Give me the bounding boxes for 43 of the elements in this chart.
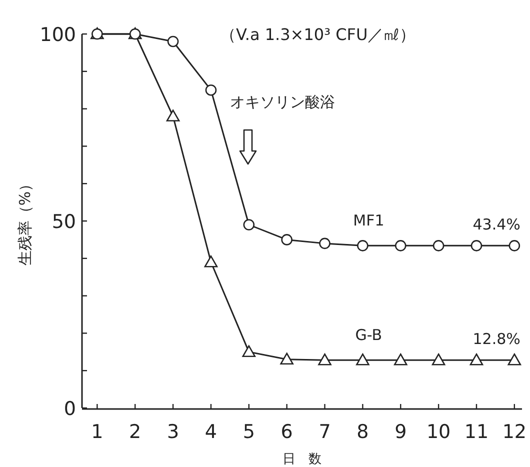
point xyxy=(470,240,482,252)
x-tick-label: 9 xyxy=(394,421,407,443)
point xyxy=(166,110,180,122)
x-tick-label: 6 xyxy=(280,421,293,443)
point xyxy=(508,353,522,366)
point xyxy=(281,234,292,246)
point xyxy=(167,36,179,48)
point xyxy=(394,240,406,252)
point xyxy=(243,219,255,230)
point xyxy=(319,238,330,250)
point xyxy=(508,240,520,252)
point xyxy=(432,353,446,366)
x-tick-label: 1 xyxy=(91,421,104,443)
x-tick-label: 8 xyxy=(356,421,369,443)
x-tick-label: 12 xyxy=(502,421,527,443)
series-label: G-B xyxy=(355,326,382,344)
x-axis-title: 日 数 xyxy=(282,452,322,467)
point xyxy=(470,353,484,366)
x-tick-label: 7 xyxy=(318,421,331,443)
chart-subtitle: （V.a 1.3×10³ CFU／㎖） xyxy=(220,25,416,44)
x-tick-label: 5 xyxy=(242,421,255,443)
data-label: 12.8% xyxy=(472,330,520,348)
x-tick-label: 2 xyxy=(129,421,142,443)
y-tick-label: 0 xyxy=(64,398,76,420)
point xyxy=(356,353,370,366)
point xyxy=(204,255,218,268)
point xyxy=(394,353,408,366)
series-label: MF1 xyxy=(353,212,384,230)
x-tick-label: 11 xyxy=(464,421,489,443)
annotation: オキソリン酸浴 xyxy=(230,93,335,111)
point xyxy=(205,84,217,96)
x-tick-label: 10 xyxy=(426,421,451,443)
x-tick-label: 3 xyxy=(166,421,180,443)
data-label: 43.4% xyxy=(472,216,520,234)
x-tick-label: 4 xyxy=(204,421,218,443)
point xyxy=(432,240,444,252)
point xyxy=(242,345,256,358)
point xyxy=(357,240,368,252)
y-tick-label: 50 xyxy=(52,211,76,233)
point xyxy=(318,353,332,366)
point xyxy=(280,352,294,365)
y-axis-title: 生残率（%） xyxy=(16,176,34,266)
y-tick-label: 100 xyxy=(40,24,76,46)
